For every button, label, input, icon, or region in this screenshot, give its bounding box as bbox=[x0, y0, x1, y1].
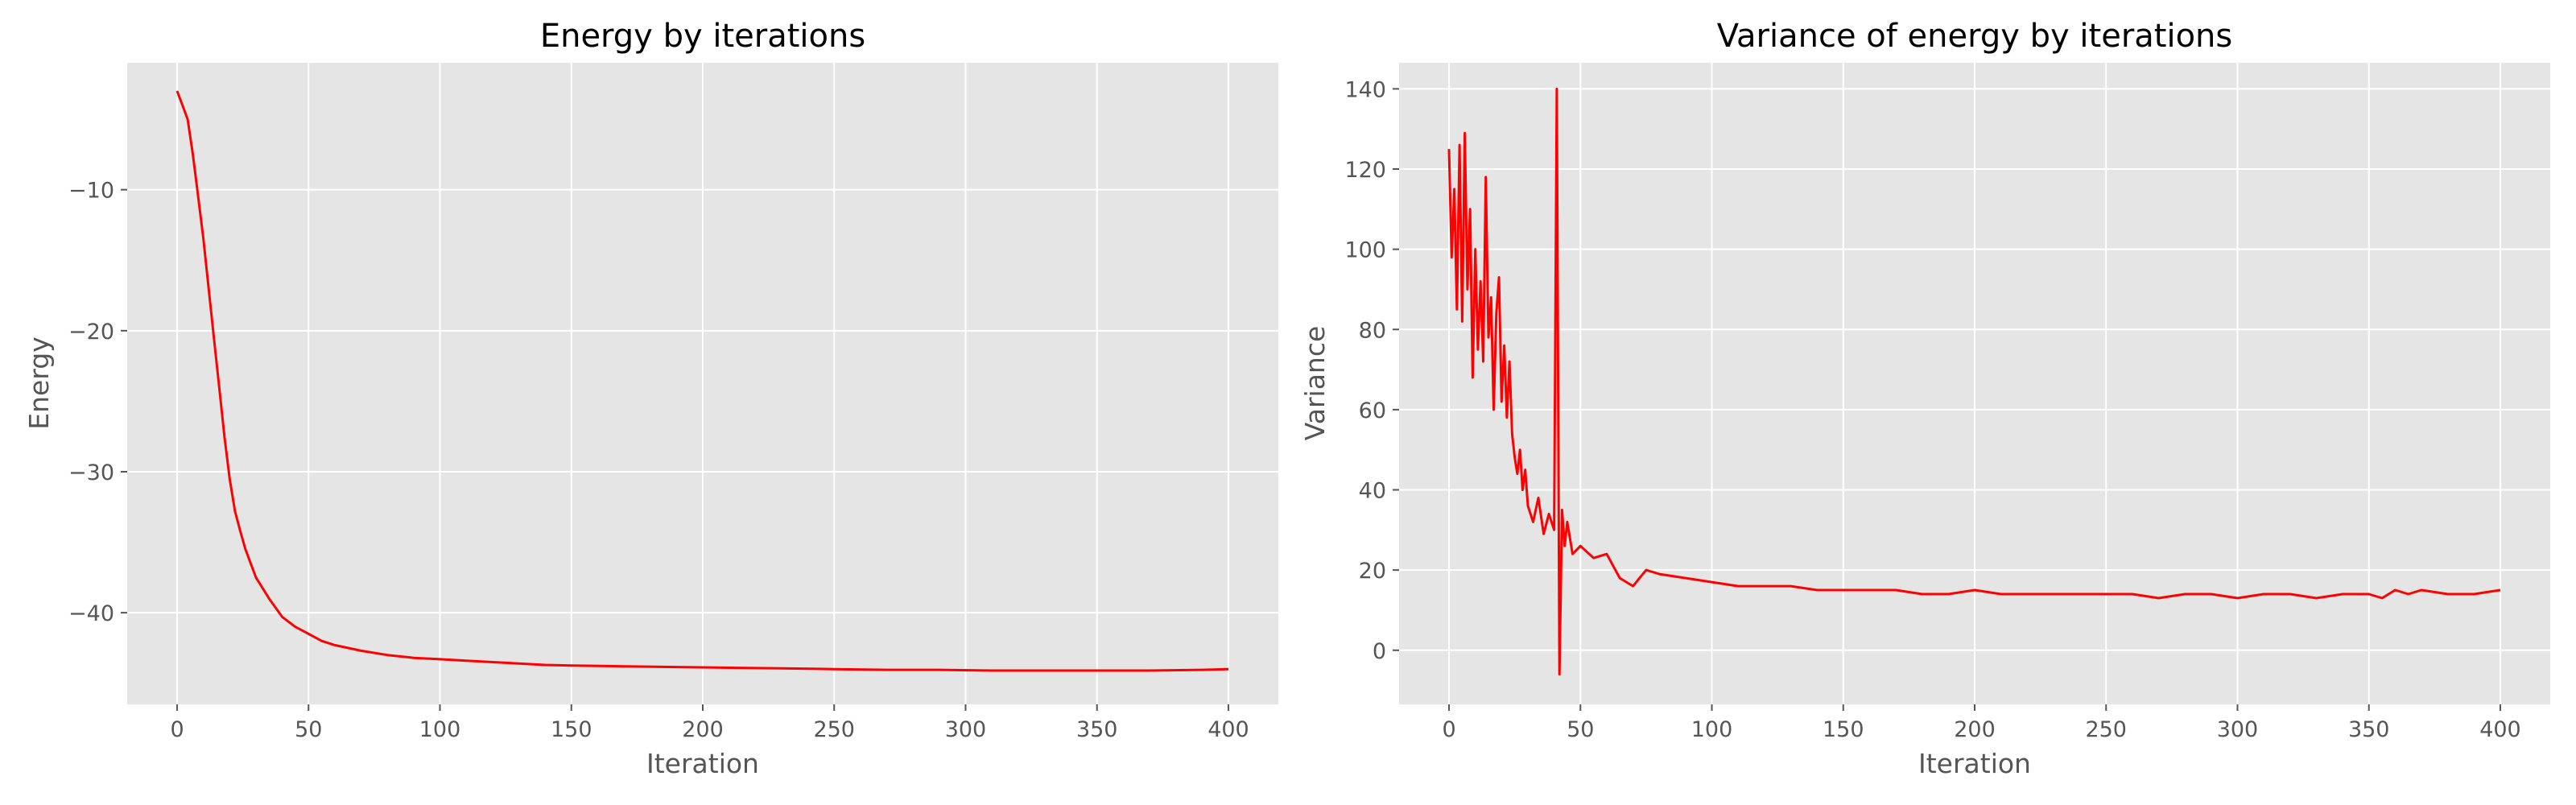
energy-x-tick-label: 350 bbox=[1076, 717, 1118, 742]
variance-x-tick-label: 250 bbox=[2085, 717, 2127, 742]
energy-x-tick-label: 50 bbox=[295, 717, 322, 742]
variance-x-tick-label: 400 bbox=[2479, 717, 2521, 742]
energy-y-axis-label: Energy bbox=[23, 336, 55, 430]
variance-y-axis-label: Variance bbox=[1299, 326, 1331, 441]
variance-x-tick-label: 50 bbox=[1567, 717, 1594, 742]
variance-x-tick-label: 150 bbox=[1823, 717, 1864, 742]
energy-y-tick-label: −20 bbox=[68, 320, 114, 345]
variance-y-tick-label: 80 bbox=[1359, 318, 1386, 343]
variance-chart-panel: 0 50 100 150 200 250 300 350 400 0 20 40 60 80 100 120… bbox=[1299, 18, 2550, 779]
variance-y-ticks: 0 20 40 60 80 100 120 140 bbox=[1344, 77, 1399, 664]
energy-y-ticks: −40 −30 −20 −10 bbox=[68, 179, 127, 626]
variance-chart-title: Variance of energy by iterations bbox=[1717, 18, 2232, 55]
energy-chart-panel: 0 50 100 150 200 250 300 350 400 −40 −30 −20 −10 En… bbox=[23, 18, 1278, 779]
variance-y-tick-label: 140 bbox=[1344, 77, 1386, 102]
energy-grid bbox=[127, 63, 1278, 704]
energy-y-tick-label: −30 bbox=[68, 460, 114, 485]
energy-x-tick-label: 300 bbox=[945, 717, 987, 742]
energy-series-line bbox=[175, 90, 1229, 672]
variance-x-tick-label: 200 bbox=[1954, 717, 1996, 742]
energy-y-tick-label: −10 bbox=[68, 179, 114, 204]
energy-chart-title: Energy by iterations bbox=[540, 18, 865, 55]
energy-x-axis-label: Iteration bbox=[646, 748, 759, 779]
variance-y-tick-label: 20 bbox=[1359, 559, 1386, 584]
energy-x-tick-label: 150 bbox=[551, 717, 592, 742]
variance-x-ticks: 0 50 100 150 200 250 300 350 400 bbox=[1442, 704, 2521, 742]
variance-series-line bbox=[1447, 87, 2501, 676]
variance-series-group bbox=[1447, 87, 2501, 676]
variance-x-tick-label: 350 bbox=[2348, 717, 2390, 742]
energy-x-tick-label: 400 bbox=[1208, 717, 1249, 742]
energy-x-ticks: 0 50 100 150 200 250 300 350 400 bbox=[170, 704, 1249, 742]
variance-y-tick-label: 40 bbox=[1359, 479, 1386, 504]
variance-y-tick-label: 100 bbox=[1344, 238, 1386, 263]
variance-y-tick-label: 60 bbox=[1359, 398, 1386, 423]
energy-x-tick-label: 100 bbox=[419, 717, 461, 742]
energy-y-tick-label: −40 bbox=[68, 601, 114, 626]
energy-x-tick-label: 250 bbox=[813, 717, 855, 742]
energy-x-tick-label: 0 bbox=[170, 717, 184, 742]
energy-series-group bbox=[175, 90, 1229, 672]
variance-y-tick-label: 0 bbox=[1373, 639, 1386, 664]
energy-x-tick-label: 200 bbox=[682, 717, 724, 742]
variance-x-tick-label: 0 bbox=[1442, 717, 1455, 742]
variance-grid bbox=[1399, 63, 2550, 704]
variance-x-axis-label: Iteration bbox=[1918, 748, 2031, 779]
variance-x-tick-label: 100 bbox=[1691, 717, 1733, 742]
variance-x-tick-label: 300 bbox=[2217, 717, 2259, 742]
variance-y-tick-label: 120 bbox=[1344, 158, 1386, 183]
